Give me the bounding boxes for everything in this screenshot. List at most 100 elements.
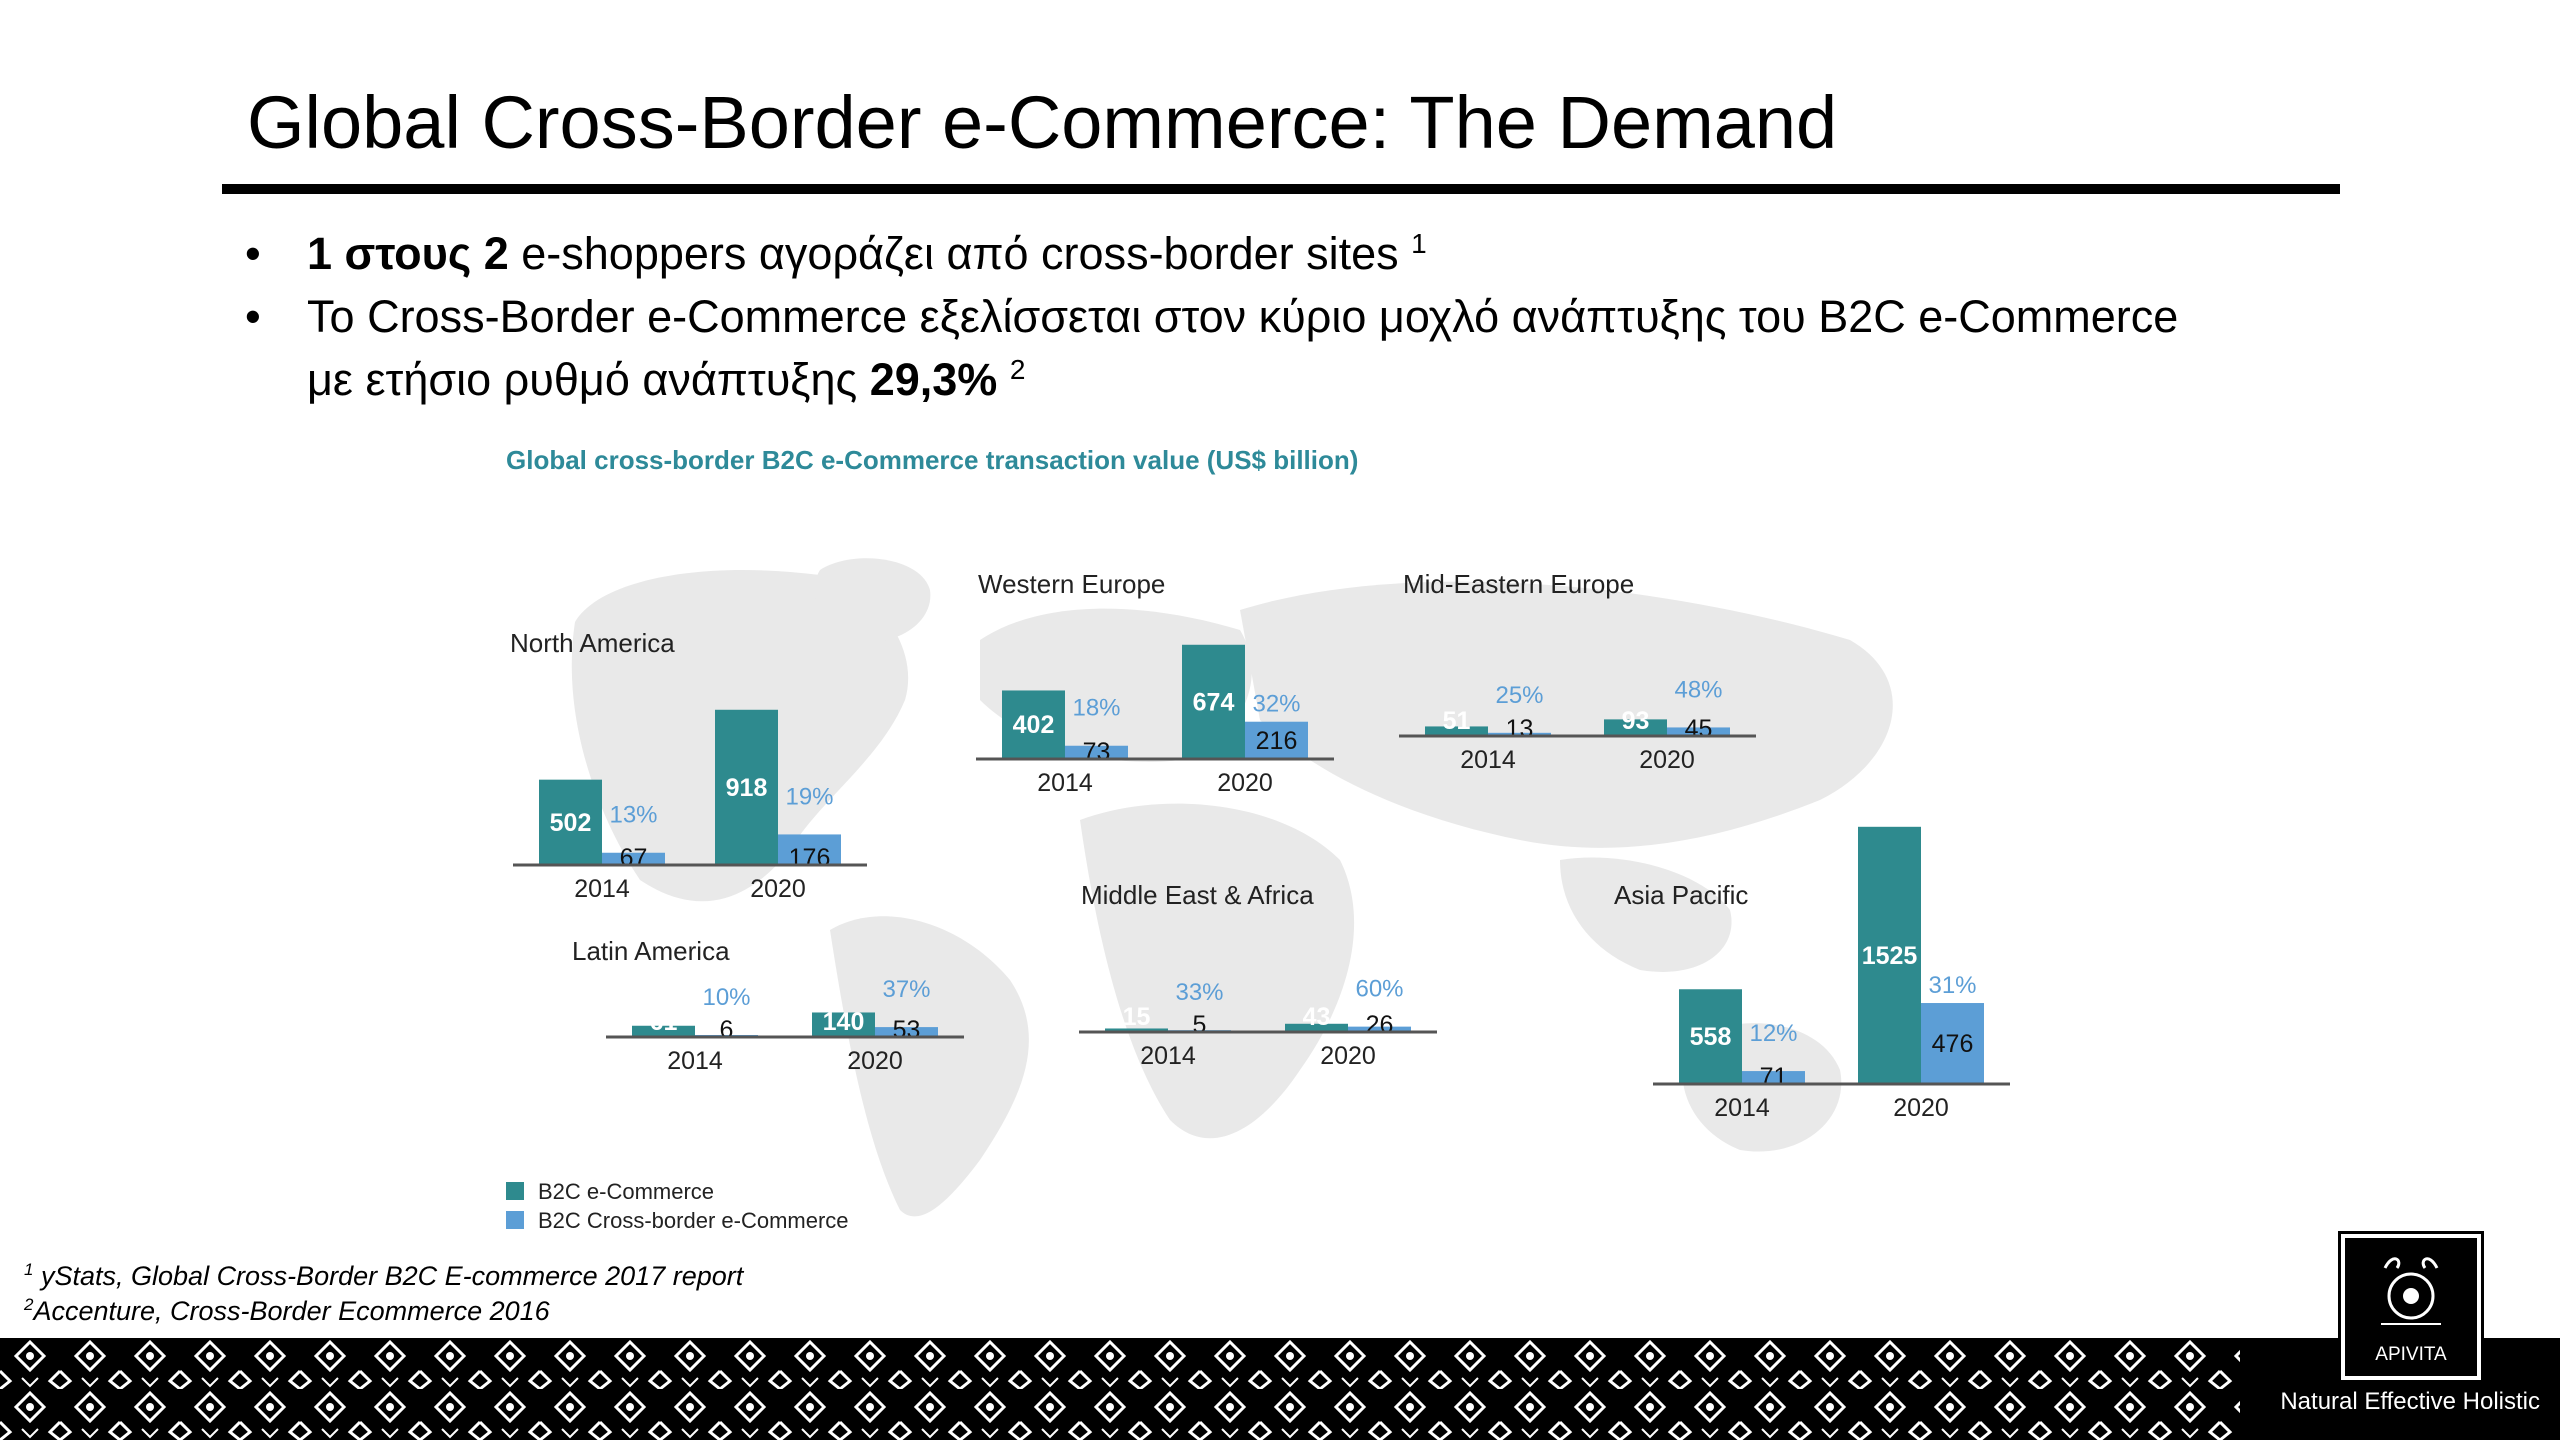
value-label-b2c: 918 [726,774,768,802]
share-label: 19% [785,783,833,810]
value-label-cross-border: 6 [720,1016,734,1044]
value-label-cross-border: 67 [620,844,648,872]
share-label: 10% [702,984,750,1011]
share-label: 37% [882,976,930,1003]
brand-tagline: Natural Effective Holistic [2280,1388,2540,1415]
year-tick-label: 2014 [1460,746,1516,774]
bar-b2c [1679,989,1742,1083]
legend-label-b2c: B2C e-Commerce [538,1179,714,1204]
year-tick-label: 2014 [1714,1094,1770,1122]
bar-b2c [632,1025,695,1036]
bar-b2c [812,1012,875,1036]
legend-label-cross-border: B2C Cross-border e-Commerce [538,1208,849,1233]
year-tick-label: 2020 [1639,746,1695,774]
share-label: 12% [1749,1020,1797,1047]
bar-cross-border [1667,727,1730,735]
logo-emblem-icon [2381,1257,2441,1325]
bar-b2c [1105,1028,1168,1031]
value-label-cross-border: 71 [1760,1063,1788,1091]
value-label-b2c: 1525 [1862,942,1918,970]
map-southeast-asia [1560,857,1732,972]
slide-title: Global Cross-Border e-Commerce: The Dema… [247,81,1838,164]
bullet-1: • 1 στους 2 e-shoppers αγοράζει από cros… [245,222,2195,285]
bullet-dot: • [245,228,261,279]
bullet-1-ref: 1 [1411,228,1427,259]
legend-swatch-cross-border [506,1211,524,1229]
bar-b2c [1182,644,1245,758]
bar-cross-border [1488,732,1551,735]
value-label-cross-border: 176 [789,844,831,872]
apivita-logo: APIVITA [2338,1231,2484,1383]
value-label-b2c: 51 [1443,707,1471,735]
region-panel-mid-eastern-europe: Mid-Eastern Europe 51 13 25% 2014 93 45 48% 2020 [1399,569,1756,774]
year-tick-label: 2020 [1893,1094,1949,1122]
value-label-b2c: 502 [550,809,592,837]
bullet-1-text: e-shoppers αγοράζει από cross-border sit… [508,228,1412,279]
region-label: Mid-Eastern Europe [1403,569,1634,599]
bar-cross-border [1742,1071,1805,1083]
footnote-1: 1 yStats, Global Cross-Border B2C E-comm… [24,1261,743,1292]
bullet-2: • Το Cross-Border e-Commerce εξελίσσεται… [245,285,2195,411]
chart-title: Global cross-border B2C e-Commerce trans… [506,445,1359,475]
value-label-cross-border: 26 [1366,1011,1394,1039]
share-label: 31% [1928,972,1976,999]
year-tick-label: 2014 [667,1047,723,1075]
bar-cross-border [875,1027,938,1036]
value-label-b2c: 674 [1193,688,1235,716]
value-label-b2c: 15 [1123,1003,1151,1031]
value-label-cross-border: 476 [1932,1030,1974,1058]
bar-cross-border [1921,1003,1984,1083]
share-label: 13% [609,802,657,829]
region-label: Western Europe [978,569,1165,599]
footnote-1-ref: 1 [24,1260,34,1279]
bar-cross-border [1065,745,1128,758]
chart-legend: B2C e-Commerce B2C Cross-border e-Commerc… [506,1179,849,1233]
bar-cross-border [695,1034,758,1036]
region-panel-north-america: North America 502 67 13% 2014 918 176 19% 2020 [510,628,867,903]
share-label: 48% [1674,676,1722,703]
year-tick-label: 2020 [1217,769,1273,797]
bar-b2c [1604,719,1667,735]
bars-layer: North America5026713%201491817619%2020We… [510,569,2010,1122]
share-label: 25% [1495,682,1543,709]
map-asia [1240,581,1893,848]
bar-cross-border [602,852,665,864]
region-label: Latin America [572,936,730,966]
value-label-cross-border: 13 [1506,715,1534,743]
region-label: Asia Pacific [1614,880,1748,910]
value-label-b2c: 140 [823,1008,865,1036]
map-south-america [830,916,1029,1217]
region-panel-western-europe: Western Europe 402 73 18% 2014 674 216 32% 2020 [976,569,1334,797]
bullet-2-ref: 2 [1009,354,1026,385]
footnote-2-ref: 2 [24,1295,34,1314]
footnote-2: 2Accenture, Cross-Border Ecommerce 2016 [24,1296,550,1327]
bullet-2-text: Το Cross-Border e-Commerce εξελίσσεται σ… [307,291,2179,405]
year-tick-label: 2020 [750,875,806,903]
legend-swatch-b2c [506,1182,524,1200]
year-tick-label: 2020 [847,1047,903,1075]
value-label-b2c: 93 [1622,707,1650,735]
bar-cross-border [1348,1026,1411,1031]
value-label-cross-border: 53 [893,1016,921,1044]
title-rule [222,184,2340,194]
share-label: 32% [1252,691,1300,718]
value-label-b2c: 402 [1013,711,1055,739]
year-tick-label: 2014 [1037,769,1093,797]
year-tick-label: 2014 [1140,1042,1196,1070]
decorative-pattern-band [0,1338,2240,1440]
footnote-1-text: yStats, Global Cross-Border B2C E-commer… [40,1261,744,1291]
year-tick-label: 2014 [574,875,630,903]
pattern-graphic [0,1338,2240,1440]
region-panel-middle-east-africa: Middle East & Africa 15 5 33% 2014 43 26 60% 202… [1079,880,1437,1070]
bar-cross-border [1245,721,1308,758]
share-label: 60% [1355,976,1403,1003]
bar-b2c [1425,726,1488,735]
bar-b2c [1858,826,1921,1083]
value-label-b2c: 558 [1690,1023,1732,1051]
bar-b2c [715,709,778,864]
bullet-list: • 1 στους 2 e-shoppers αγοράζει από cros… [245,222,2195,411]
value-label-cross-border: 73 [1083,738,1111,766]
value-label-b2c: 61 [650,1008,678,1036]
value-label-cross-border: 45 [1685,715,1713,743]
